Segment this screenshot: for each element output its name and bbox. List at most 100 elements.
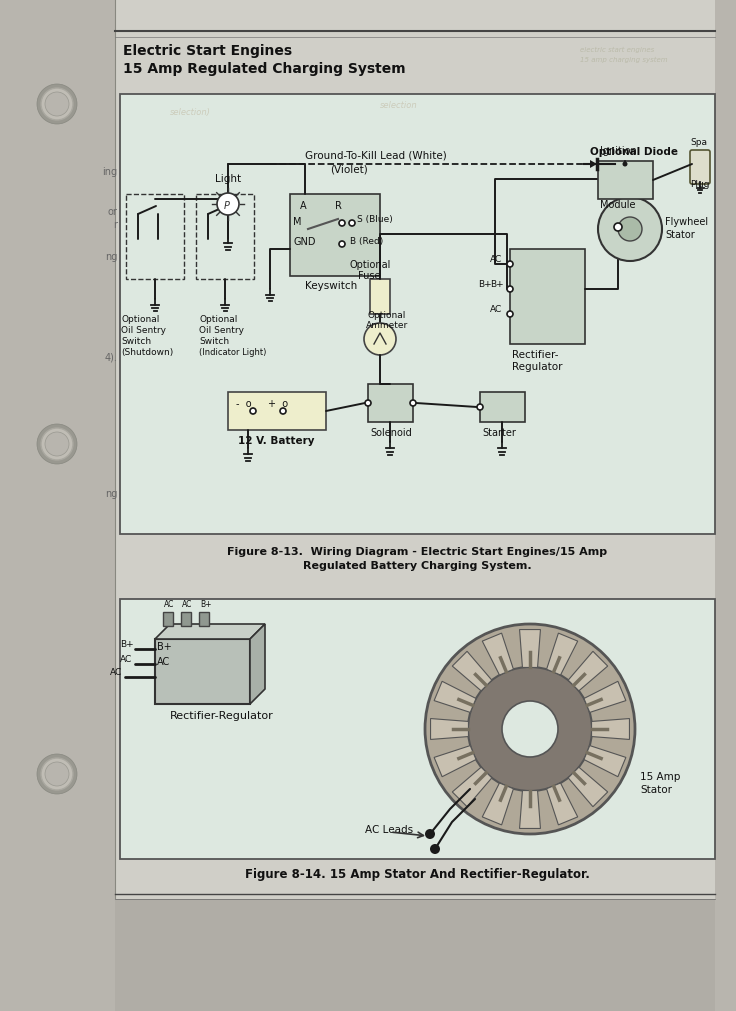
Text: AC: AC [490,255,502,264]
Circle shape [349,220,355,226]
Circle shape [623,163,628,168]
Text: 15 amp charging system: 15 amp charging system [580,57,668,63]
Text: Optional: Optional [350,260,392,270]
Text: ng: ng [105,488,117,498]
Circle shape [37,425,77,464]
Text: R: R [335,201,342,210]
Circle shape [339,220,345,226]
Circle shape [477,404,483,410]
Text: 4).: 4). [104,352,117,362]
Circle shape [280,408,286,415]
Circle shape [507,311,513,317]
Text: Switch: Switch [121,337,151,346]
Circle shape [425,829,435,839]
Bar [370,280,390,314]
Text: 15 Amp Regulated Charging System: 15 Amp Regulated Charging System [123,62,406,76]
Text: Flywheel: Flywheel [665,216,708,226]
Text: (Shutdown): (Shutdown) [121,348,173,357]
Text: Electric Start Engines: Electric Start Engines [123,43,292,58]
Circle shape [45,93,69,117]
Text: r: r [113,219,117,229]
Circle shape [410,400,416,406]
Text: selection: selection [380,101,417,110]
Text: Regulator: Regulator [512,362,562,372]
Text: -  o: - o [236,398,252,408]
Bar [120,95,715,535]
Bar [163,613,173,627]
Bar [368,384,413,423]
Text: Light: Light [215,174,241,184]
Circle shape [365,400,371,406]
Bar [181,613,191,627]
Text: Spa: Spa [690,137,707,147]
Circle shape [217,194,239,215]
Polygon shape [590,161,597,169]
Text: Oil Sentry: Oil Sentry [121,326,166,335]
Text: Optional: Optional [368,310,406,319]
Circle shape [339,242,345,248]
Text: B (Red): B (Red) [350,237,383,246]
Text: AC: AC [164,600,174,609]
Polygon shape [155,625,265,639]
Text: (Violet): (Violet) [330,164,368,174]
Text: Ammeter: Ammeter [366,320,408,330]
Text: Starter: Starter [482,428,516,438]
Circle shape [502,702,558,757]
Text: B+: B+ [478,280,492,289]
Circle shape [41,758,73,791]
Polygon shape [592,719,629,740]
Circle shape [45,433,69,457]
Text: Optional: Optional [199,314,238,324]
Circle shape [41,429,73,461]
Text: B+: B+ [120,639,134,648]
Bar [155,639,250,705]
Text: Optional Diode: Optional Diode [590,147,678,157]
Bar [510,250,585,345]
Bar [126,195,184,280]
Polygon shape [547,784,578,825]
Circle shape [430,844,440,854]
Text: Fuse: Fuse [358,271,381,281]
Text: (Indicator Light): (Indicator Light) [199,348,266,357]
Polygon shape [431,719,468,740]
Circle shape [598,198,662,262]
Polygon shape [584,681,626,713]
Circle shape [618,217,642,242]
Text: B+: B+ [490,280,503,289]
Text: or: or [107,207,117,216]
Polygon shape [520,791,540,829]
Circle shape [45,762,69,787]
Polygon shape [453,652,492,692]
FancyBboxPatch shape [690,151,710,185]
Circle shape [507,287,513,293]
Text: Module: Module [600,200,635,210]
Text: AC: AC [182,600,192,609]
Polygon shape [453,767,492,807]
Text: ng: ng [105,252,117,262]
Polygon shape [547,634,578,675]
Polygon shape [434,746,476,776]
Circle shape [614,223,622,232]
Text: Figure 8-14. 15 Amp Stator And Rectifier-Regulator.: Figure 8-14. 15 Amp Stator And Rectifier… [244,867,590,881]
Circle shape [37,754,77,795]
Text: AC Leads: AC Leads [365,824,413,834]
Bar [290,195,380,277]
Polygon shape [584,746,626,776]
Bar [715,0,736,1011]
Text: AC: AC [490,304,502,313]
Text: selection): selection) [170,108,211,117]
Text: Stator: Stator [640,785,672,795]
Text: AC: AC [157,656,170,666]
Polygon shape [568,767,608,807]
Text: ing: ing [102,167,117,177]
Circle shape [250,408,256,415]
Text: Ground-To-Kill Lead (White): Ground-To-Kill Lead (White) [305,150,447,160]
Text: electric start engines: electric start engines [580,47,654,53]
Text: B+: B+ [200,600,211,609]
Text: +  o: + o [268,398,288,408]
Circle shape [37,85,77,125]
Bar [199,613,209,627]
Text: 15 Amp: 15 Amp [640,771,680,782]
Text: 12 V. Battery: 12 V. Battery [238,436,314,446]
Polygon shape [250,625,265,705]
